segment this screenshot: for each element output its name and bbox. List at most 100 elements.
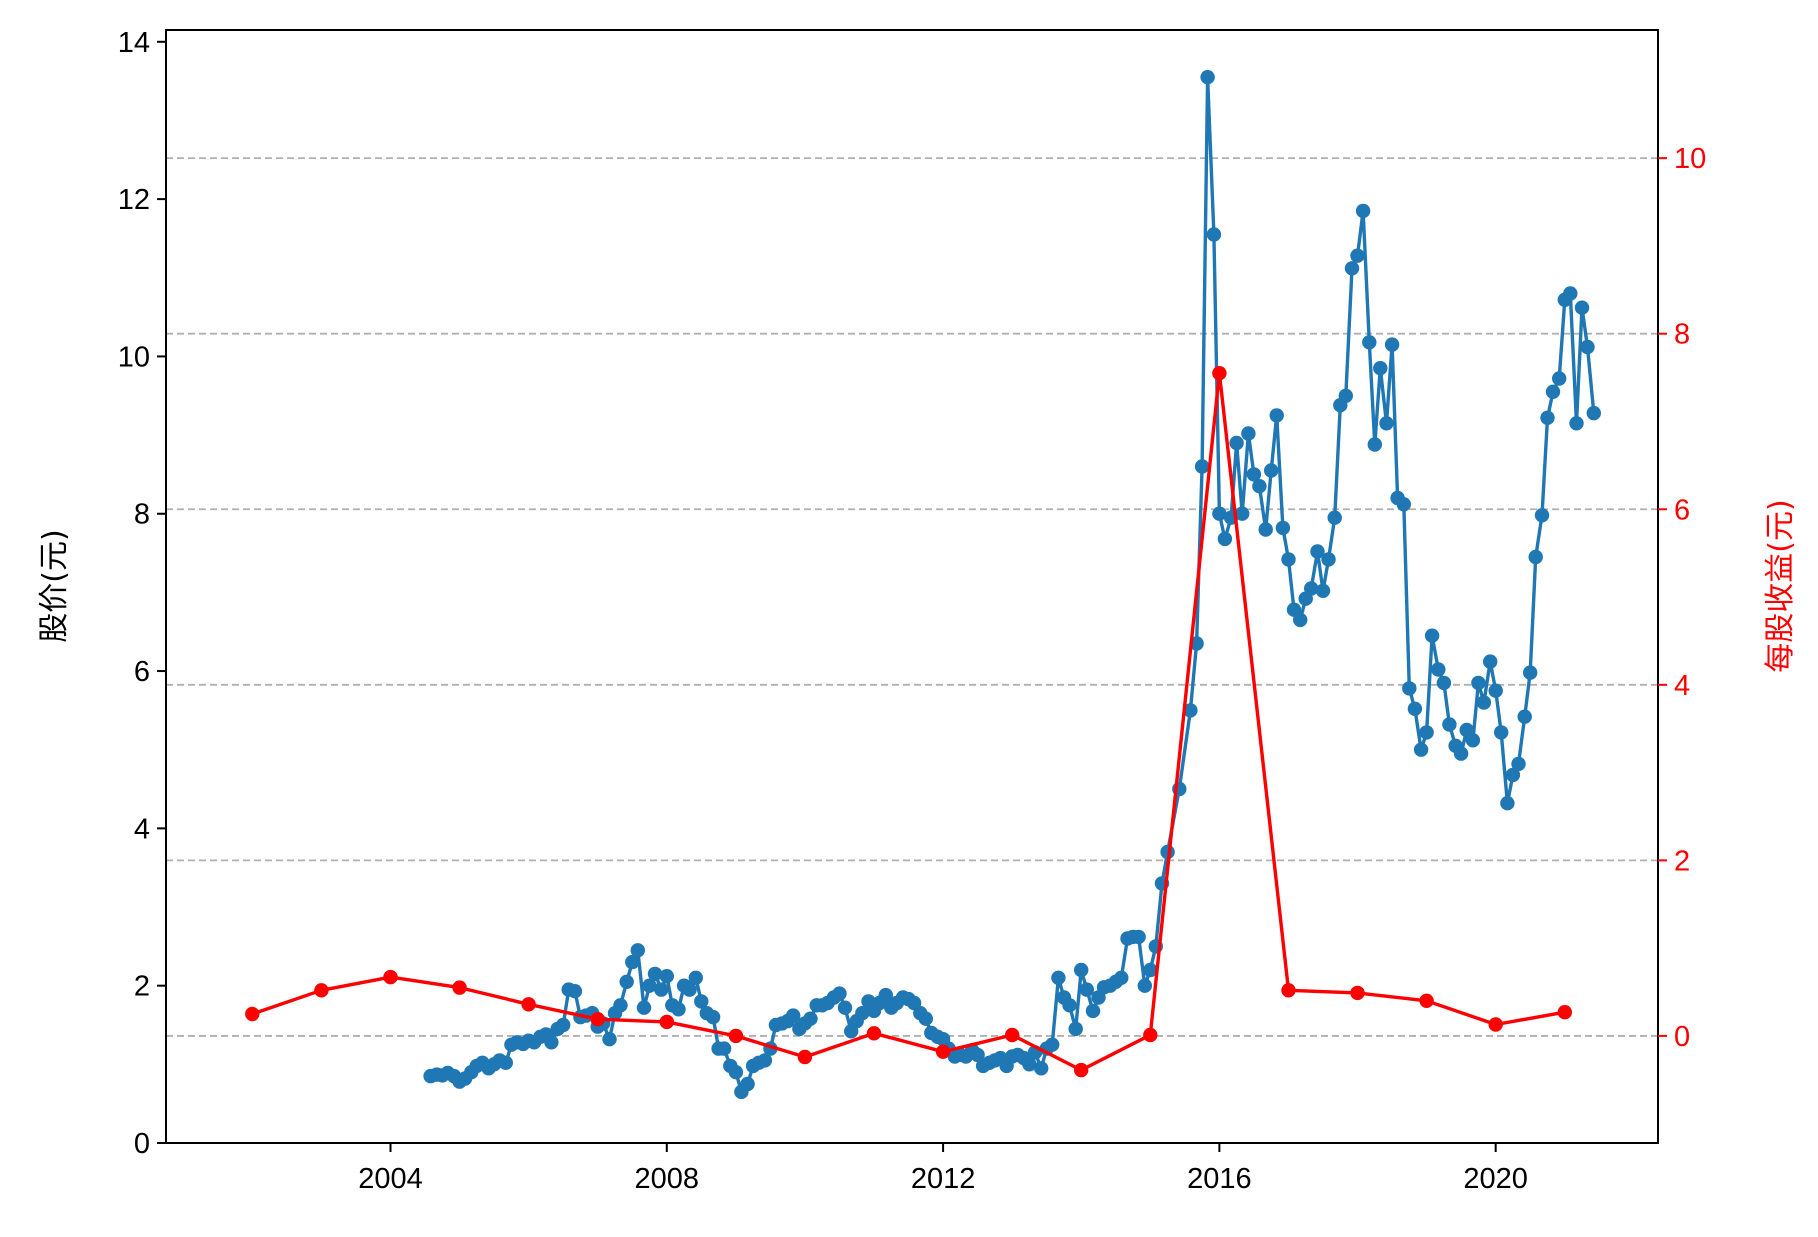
x-tick-label: 2008 — [635, 1163, 700, 1195]
price-point — [1465, 733, 1481, 748]
price-point — [1494, 725, 1509, 740]
eps-point — [314, 983, 329, 998]
x-tick-label: 2012 — [911, 1163, 976, 1195]
y-tick-label-right: 8 — [1674, 319, 1690, 351]
grid-layer — [166, 157, 1658, 1037]
y-tick-label-left: 0 — [134, 1128, 150, 1160]
price-point — [1235, 506, 1250, 521]
eps-point — [728, 1028, 744, 1044]
price-point — [567, 984, 583, 999]
price-point — [1586, 405, 1602, 421]
price-point — [1281, 552, 1296, 567]
price-point — [1528, 549, 1543, 565]
eps-point — [1281, 983, 1296, 998]
price-point — [1068, 1021, 1083, 1037]
y-tick-label-left: 14 — [118, 27, 150, 59]
eps-point — [1143, 1027, 1158, 1043]
price-point — [1246, 467, 1262, 482]
price-point — [705, 1009, 721, 1025]
price-point — [970, 1047, 985, 1063]
eps-point — [1350, 985, 1365, 1001]
price-point — [1143, 962, 1158, 978]
y-tick-label-right: 2 — [1674, 845, 1690, 877]
price-point — [1355, 203, 1371, 219]
price-point — [1517, 709, 1532, 724]
price-point — [1200, 70, 1215, 85]
price-point — [1563, 286, 1578, 301]
price-point — [613, 998, 628, 1013]
price-point — [716, 1041, 732, 1056]
eps-point — [1074, 1062, 1089, 1078]
price-point — [642, 978, 657, 993]
eps-point — [935, 1044, 951, 1059]
series-layer — [245, 70, 1602, 1100]
price-point — [1574, 300, 1590, 315]
price-point — [1545, 384, 1561, 399]
x-tick-label: 2020 — [1463, 1163, 1528, 1195]
price-point — [1212, 506, 1227, 521]
price-point — [630, 943, 645, 958]
price-point — [1407, 701, 1423, 716]
price-point — [878, 987, 893, 1003]
plot-frame — [165, 29, 1659, 1144]
price-point — [918, 1011, 933, 1026]
price-point — [832, 986, 847, 1001]
price-point — [1569, 416, 1584, 431]
price-point — [1540, 410, 1555, 425]
price-point — [682, 982, 697, 997]
price-point — [1293, 612, 1308, 628]
price-point — [1483, 654, 1498, 669]
x-tick-label: 2004 — [358, 1163, 423, 1195]
axis-layer: 2004 2008 2012 2016 2020 0 2 4 6 8 10 12 14 0 2 4 6 8 10 — [118, 27, 1707, 1195]
eps-point — [383, 969, 398, 985]
y-axis-title-left: 股价(元) — [37, 529, 72, 642]
price-point — [1252, 479, 1267, 494]
price-point — [671, 1002, 686, 1017]
price-point — [1471, 675, 1486, 691]
price-point — [1442, 717, 1457, 732]
price-point — [1419, 725, 1434, 740]
eps-point — [1005, 1027, 1020, 1043]
eps-line — [250, 371, 1567, 1072]
y-tick-label-right: 4 — [1674, 670, 1690, 702]
price-point — [1552, 371, 1567, 386]
price-point — [757, 1053, 773, 1068]
price-point — [654, 982, 669, 997]
price-point — [1424, 628, 1440, 643]
eps-point — [1212, 366, 1227, 381]
price-point — [1217, 531, 1233, 547]
price-point — [1114, 970, 1129, 985]
price-point — [1258, 522, 1273, 537]
price-point — [1183, 703, 1198, 718]
price-point — [1505, 767, 1521, 783]
eps-point — [1557, 1005, 1573, 1020]
price-point — [1344, 261, 1360, 276]
price-point — [1275, 520, 1291, 536]
y-tick-label-left: 2 — [134, 971, 150, 1003]
price-point — [647, 966, 663, 982]
price-point — [1362, 335, 1377, 350]
price-point — [659, 969, 674, 984]
eps-point — [1419, 993, 1434, 1008]
y-tick-label-right: 6 — [1674, 494, 1690, 526]
price-point — [1079, 982, 1095, 997]
price-point — [1045, 1037, 1060, 1052]
price-point — [1241, 426, 1256, 441]
price-point — [1413, 742, 1429, 757]
price-point — [1379, 416, 1394, 431]
y-tick-label-left: 8 — [134, 499, 150, 531]
price-point — [1022, 1057, 1037, 1072]
eps-point — [659, 1014, 674, 1030]
eps-point — [1488, 1017, 1503, 1032]
eps-point — [452, 980, 467, 995]
price-point — [1051, 970, 1066, 985]
price-point — [1350, 248, 1365, 263]
price-point — [1062, 998, 1077, 1013]
price-point — [1436, 675, 1452, 691]
price-point — [636, 1000, 652, 1015]
price-point — [728, 1065, 744, 1080]
eps-point — [521, 997, 536, 1012]
price-point — [803, 1011, 818, 1026]
price-point — [1338, 388, 1354, 403]
